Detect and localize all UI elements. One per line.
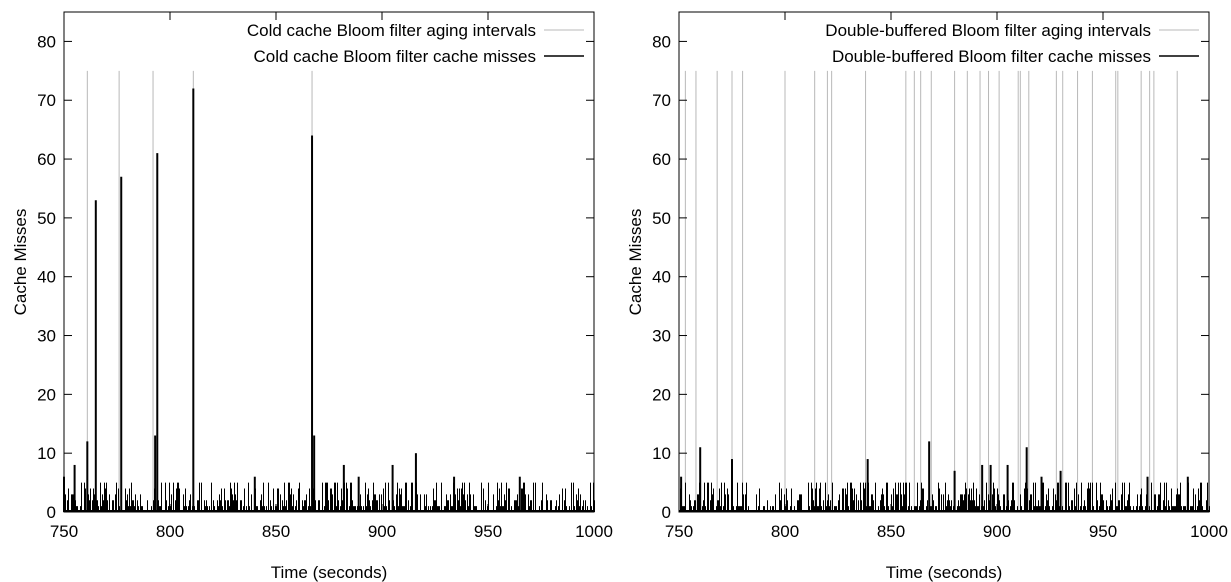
y-tick-label: 30	[37, 327, 56, 346]
y-tick-label: 50	[652, 209, 671, 228]
y-tick-label: 60	[652, 150, 671, 169]
x-tick-label: 850	[262, 522, 290, 541]
x-tick-label: 750	[665, 522, 693, 541]
x-tick-label: 1000	[575, 522, 613, 541]
x-tick-label: 900	[983, 522, 1011, 541]
y-tick-label: 80	[652, 32, 671, 51]
y-axis-label: Cache Misses	[11, 209, 30, 316]
cache-miss-series	[63, 88, 595, 512]
y-tick-label: 70	[652, 91, 671, 110]
x-tick-label: 800	[156, 522, 184, 541]
legend-label: Cold cache Bloom filter aging intervals	[247, 21, 536, 40]
aging-interval-series	[684, 70, 1178, 512]
plot-frame	[678, 11, 1210, 513]
y-tick-label: 0	[662, 503, 671, 522]
x-tick-label: 900	[368, 522, 396, 541]
chart-cold-cache: 0 10 20 30 40 50 60 70 80 750 800 850 900 950 1000 Time…	[11, 11, 613, 582]
y-tick-label: 40	[652, 268, 671, 287]
x-axis-label: Time (seconds)	[886, 563, 1003, 582]
y-tick-label: 50	[37, 209, 56, 228]
y-tick-label: 80	[37, 32, 56, 51]
x-tick-label: 750	[50, 522, 78, 541]
y-tick-label: 0	[47, 503, 56, 522]
x-tick-label: 800	[771, 522, 799, 541]
legend-label: Double-buffered Bloom filter cache misse…	[832, 47, 1151, 66]
y-tick-label: 10	[652, 444, 671, 463]
plot-frame	[63, 11, 595, 513]
chart-double-buffered: 0 10 20 30 40 50 60 70 80 750 800 850 900 950 1000 Time…	[626, 11, 1228, 582]
cache-miss-series	[679, 441, 1210, 512]
x-tick-label: 950	[474, 522, 502, 541]
y-axis-label: Cache Misses	[626, 209, 645, 316]
x-tick-label: 950	[1089, 522, 1117, 541]
y-tick-label: 60	[37, 150, 56, 169]
y-tick-label: 20	[652, 385, 671, 404]
y-tick-label: 20	[37, 385, 56, 404]
legend-label: Double-buffered Bloom filter aging inter…	[825, 21, 1151, 40]
y-tick-label: 40	[37, 268, 56, 287]
x-tick-label: 850	[877, 522, 905, 541]
y-tick-label: 10	[37, 444, 56, 463]
y-tick-label: 30	[652, 327, 671, 346]
y-tick-label: 70	[37, 91, 56, 110]
x-tick-label: 1000	[1190, 522, 1228, 541]
legend-label: Cold cache Bloom filter cache misses	[253, 47, 536, 66]
x-axis-label: Time (seconds)	[271, 563, 388, 582]
